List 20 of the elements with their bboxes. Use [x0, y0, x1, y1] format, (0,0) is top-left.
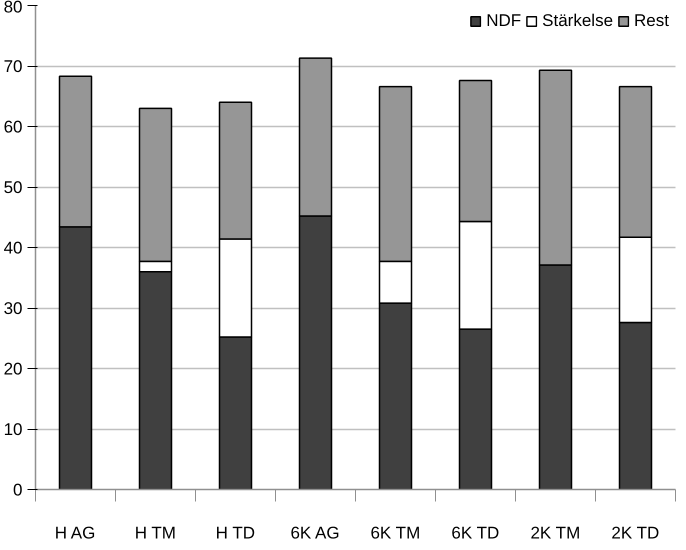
legend-label: NDF [486, 11, 522, 31]
y-tick-label: 30 [4, 299, 23, 318]
x-tick-label: 2K TD [611, 524, 660, 542]
x-tick-label: 2K TM [530, 524, 580, 542]
x-tick-label: H TM [134, 524, 176, 542]
y-tick-label: 40 [4, 238, 23, 258]
legend-label: Rest [634, 11, 669, 31]
x-tick-label: H TD [216, 524, 256, 542]
y-tick-label: 80 [4, 0, 23, 16]
x-tick-label: H AG [54, 524, 96, 542]
y-tick-label: 60 [4, 118, 23, 136]
legend-label: Stärkelse [542, 11, 614, 31]
y-tick-label: 50 [4, 178, 23, 197]
y-tick-label: 70 [4, 57, 23, 76]
y-tick-label: 10 [4, 420, 23, 439]
x-tick-label: 6K AG [290, 524, 340, 542]
y-tick-label: 20 [4, 360, 23, 378]
x-tick-label: 6K TM [370, 524, 420, 542]
y-tick-label: 0 [13, 480, 23, 500]
x-tick-label: 6K TD [451, 524, 500, 542]
